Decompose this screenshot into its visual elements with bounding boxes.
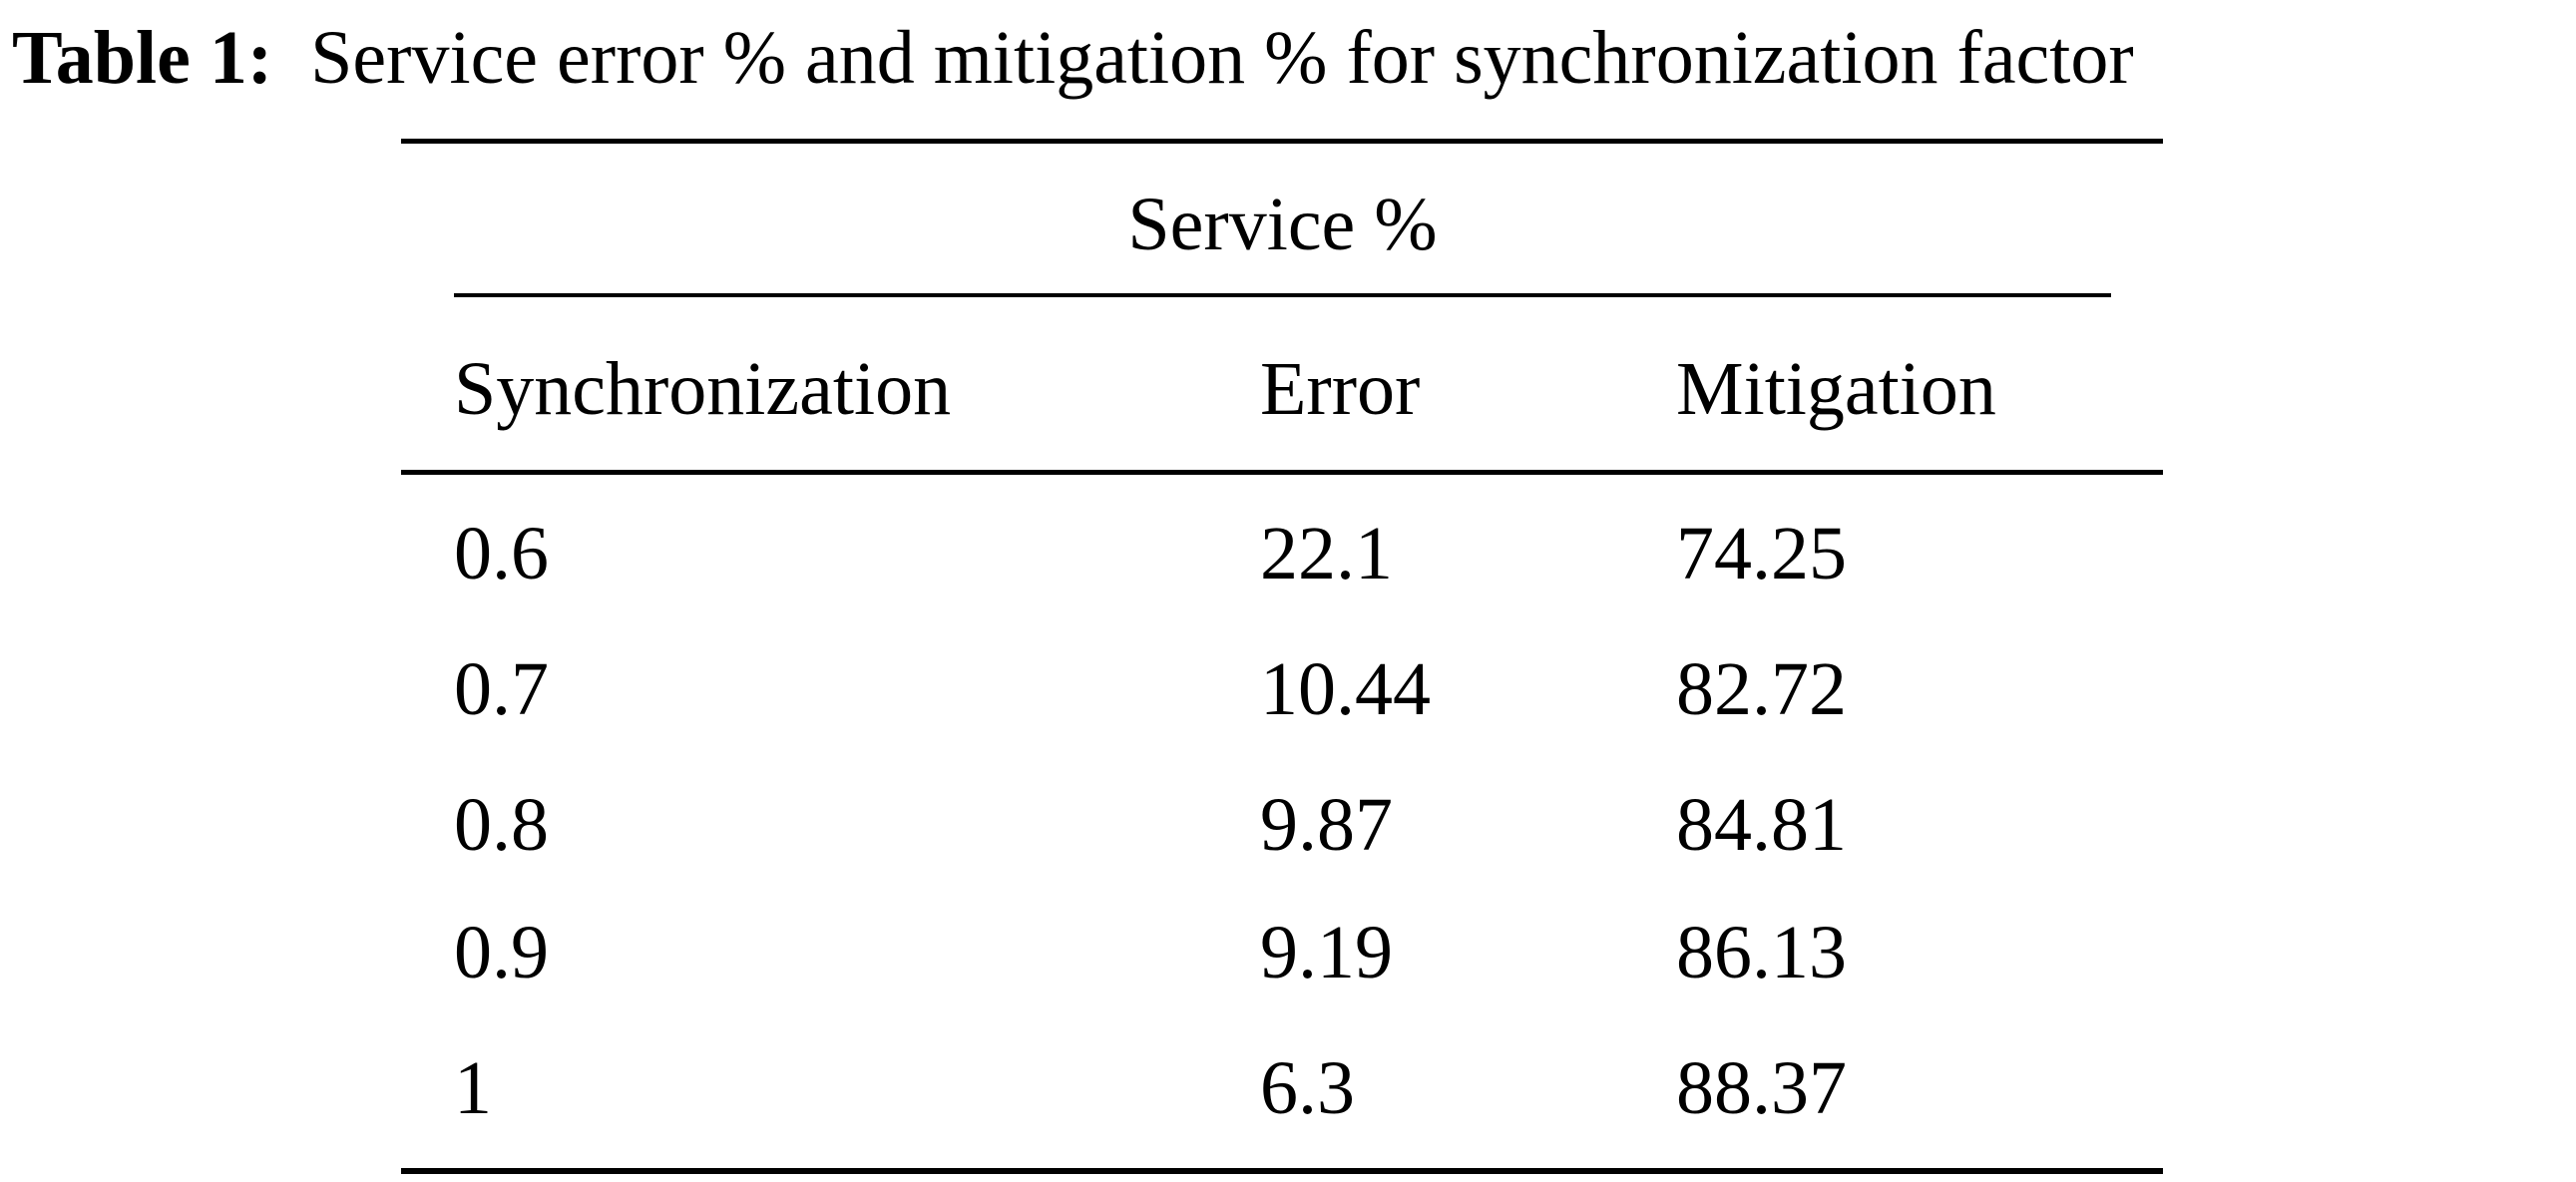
cell-mitigation: 84.81	[1676, 783, 1847, 867]
cell-error: 9.19	[1260, 911, 1393, 994]
cell-error: 9.87	[1260, 783, 1393, 867]
cell-synchronization: 0.9	[454, 911, 549, 994]
column-header-error: Error	[1260, 347, 1421, 431]
cell-mitigation: 88.37	[1676, 1046, 1847, 1130]
cell-error: 10.44	[1260, 647, 1431, 731]
group-header-rule	[454, 293, 2111, 297]
header-body-rule	[401, 470, 2163, 475]
cell-mitigation: 74.25	[1676, 512, 1847, 595]
cell-error: 6.3	[1260, 1046, 1355, 1130]
cell-synchronization: 0.8	[454, 783, 549, 867]
column-header-synchronization: Synchronization	[454, 347, 952, 431]
cell-synchronization: 0.7	[454, 647, 549, 731]
cell-synchronization: 0.6	[454, 512, 549, 595]
cell-synchronization: 1	[454, 1046, 492, 1130]
table-caption-label: Table 1:	[12, 16, 273, 100]
table-caption: Table 1: Service error % and mitigation …	[12, 8, 2134, 108]
cell-mitigation: 82.72	[1676, 647, 1847, 731]
table-bottom-rule	[401, 1168, 2163, 1174]
table-top-rule	[401, 139, 2163, 144]
table-caption-text: Service error % and mitigation % for syn…	[310, 16, 2134, 100]
cell-mitigation: 86.13	[1676, 911, 1847, 994]
column-header-mitigation: Mitigation	[1676, 347, 1996, 431]
cell-error: 22.1	[1260, 512, 1393, 595]
group-header: Service %	[1127, 183, 1438, 266]
